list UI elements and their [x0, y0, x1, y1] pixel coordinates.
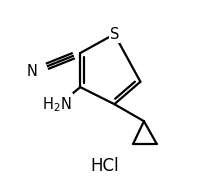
Text: H$_2$N: H$_2$N	[42, 95, 72, 114]
Text: N: N	[26, 64, 37, 79]
Text: S: S	[110, 27, 119, 42]
Text: HCl: HCl	[90, 157, 119, 175]
